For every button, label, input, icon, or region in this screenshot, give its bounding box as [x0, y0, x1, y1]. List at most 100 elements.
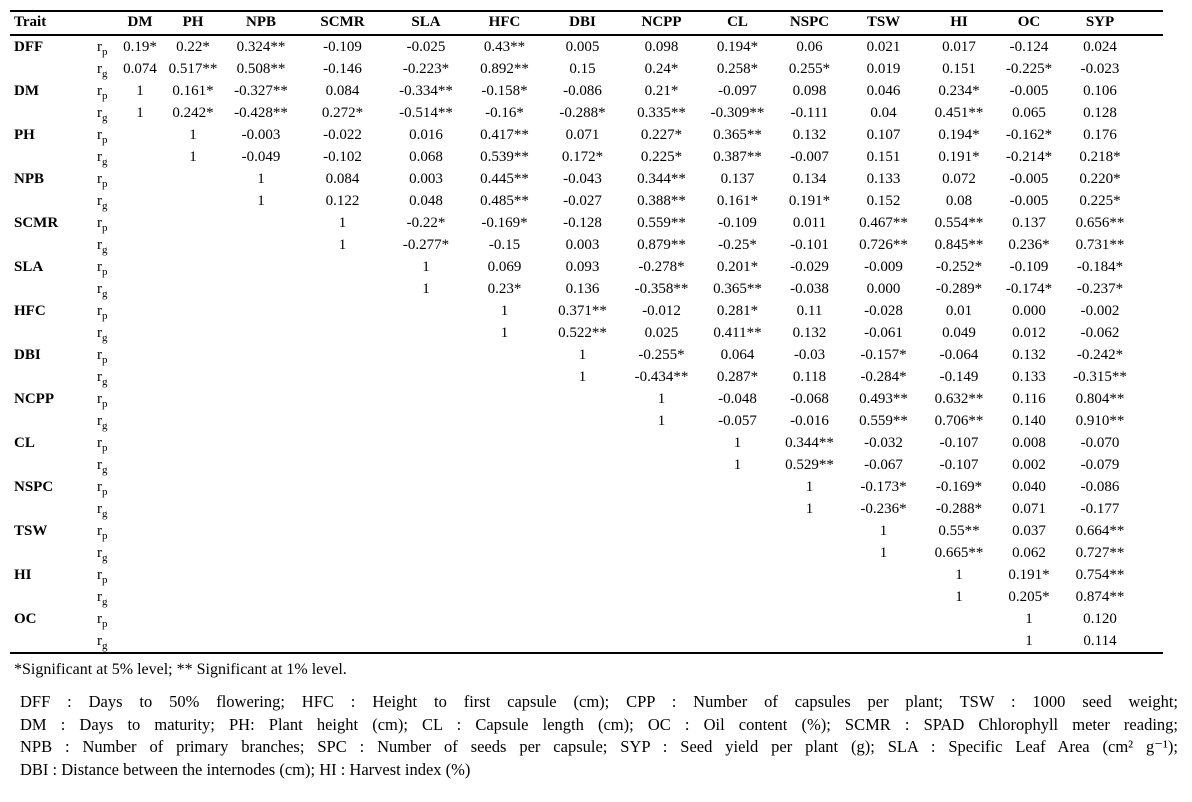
- correlation-value: [466, 608, 543, 630]
- correlation-value: 0.754**: [1075, 567, 1125, 583]
- correlation-table: Trait DM PH NPB SCMR SLA HFC DBI NCPP CL NSPC TSW HI…: [10, 10, 1163, 654]
- correlation-value: 0.140: [1012, 413, 1046, 429]
- correlation-value: -0.109: [1009, 259, 1049, 275]
- correlation-value: -0.315**: [1073, 369, 1127, 385]
- correlation-value: [543, 410, 622, 432]
- correlation-value: 1: [136, 83, 144, 99]
- correlation-value: [117, 498, 163, 520]
- correlation-value: [543, 432, 622, 454]
- correlation-value: -0.012: [642, 303, 681, 319]
- correlation-value: [163, 432, 223, 454]
- correlation-type-subscript: g: [102, 244, 108, 256]
- correlation-value: -0.086: [563, 83, 602, 99]
- correlation-value: [117, 520, 163, 542]
- correlation-value: [622, 564, 701, 586]
- correlation-value: [117, 542, 163, 564]
- table-row: DBI rp 1 -0.255* 0.064 -0.03 -0.157* -0.064 0.13…: [10, 344, 1163, 366]
- table-row: rg 1 0.529** -0.067 -0.107 0.002 -0.079: [10, 454, 1163, 476]
- correlation-value: 0.234*: [938, 83, 980, 99]
- correlation-value: -0.028: [864, 303, 903, 319]
- correlation-value: 0.387**: [713, 149, 762, 165]
- correlation-value: [386, 344, 466, 366]
- correlation-type-subscript: p: [102, 398, 108, 410]
- correlation-value: [117, 608, 163, 630]
- trait-label: PH: [14, 127, 35, 143]
- correlation-value: 1: [1025, 633, 1033, 649]
- correlation-value: 0.23*: [487, 281, 522, 297]
- correlation-type-label: rg: [97, 545, 108, 564]
- correlation-value: [701, 564, 774, 586]
- correlation-value: [299, 498, 386, 520]
- correlation-value: -0.157*: [860, 347, 907, 363]
- correlation-value: -0.277*: [402, 237, 450, 253]
- trait-label: OC: [14, 611, 37, 627]
- correlation-value: 0.106: [1083, 83, 1117, 99]
- correlation-type-label: rp: [97, 523, 108, 542]
- row-spacer-cell: [1138, 454, 1163, 476]
- correlation-value: [622, 630, 701, 653]
- correlation-value: -0.049: [241, 149, 281, 165]
- column-header-syp: SYP: [1085, 14, 1115, 30]
- correlation-value: [299, 608, 386, 630]
- correlation-value: [223, 388, 299, 410]
- correlation-value: [845, 564, 922, 586]
- correlation-value: [386, 410, 466, 432]
- correlation-value: [466, 388, 543, 410]
- correlation-value: [117, 366, 163, 388]
- correlation-value: 1: [805, 501, 814, 517]
- correlation-value: [543, 586, 622, 608]
- correlation-value: [922, 608, 996, 630]
- correlation-value: -0.288*: [559, 105, 606, 121]
- correlation-value: 0.06: [796, 39, 823, 55]
- header-row: Trait DM PH NPB SCMR SLA HFC DBI NCPP CL NSPC TSW HI…: [10, 11, 1163, 35]
- correlation-value: 0.003: [409, 171, 443, 187]
- correlation-value: 0.017: [942, 39, 976, 55]
- correlation-value: 0.664**: [1075, 523, 1125, 539]
- correlation-type-subscript: g: [102, 640, 108, 652]
- correlation-value: 0.137: [1012, 215, 1046, 231]
- table-row: DFF rp 0.19* 0.22* 0.324** -0.109 -0.025 0.43**…: [10, 35, 1163, 58]
- correlation-value: -0.284*: [860, 369, 907, 385]
- correlation-value: 0.025: [644, 325, 679, 341]
- correlation-value: 0.892**: [480, 61, 529, 77]
- correlation-value: 1: [733, 435, 742, 451]
- correlation-value: [543, 520, 622, 542]
- column-header-npb: NPB: [246, 14, 276, 30]
- correlation-value: [117, 212, 163, 234]
- correlation-value: [922, 630, 996, 653]
- correlation-value: -0.022: [323, 127, 362, 143]
- correlation-value: 0.172*: [561, 149, 604, 165]
- correlation-value: -0.057: [718, 413, 757, 429]
- correlation-value: 0.021: [866, 39, 901, 55]
- correlation-value: -0.288*: [935, 501, 983, 517]
- correlation-value: [386, 608, 466, 630]
- correlation-value: [622, 498, 701, 520]
- correlation-value: 0.048: [409, 193, 443, 209]
- row-spacer-cell: [1138, 190, 1163, 212]
- correlation-value: 0.08: [945, 193, 973, 209]
- correlation-value: [117, 234, 163, 256]
- row-spacer-cell: [1138, 300, 1163, 322]
- correlation-value: [117, 410, 163, 432]
- row-spacer-cell: [1138, 168, 1163, 190]
- correlation-value: 0.451**: [934, 105, 984, 121]
- correlation-value: 0.098: [644, 39, 679, 55]
- correlation-type-subscript: g: [102, 508, 108, 520]
- column-header-dbi: DBI: [569, 14, 596, 30]
- column-header-cl: CL: [727, 14, 748, 30]
- table-row: NCPP rp 1 -0.048 -0.068 0.493** 0.632** 0.116 0.…: [10, 388, 1163, 410]
- correlation-value: 0.134: [792, 171, 827, 187]
- correlation-value: 1: [879, 523, 888, 539]
- correlation-type-label: rg: [97, 105, 108, 124]
- row-spacer-cell: [1138, 80, 1163, 102]
- correlation-value: 1: [733, 457, 742, 473]
- correlation-value: 0.019: [866, 61, 901, 77]
- abbreviation-line: DBI : Distance between the internodes (c…: [20, 759, 471, 779]
- row-spacer-cell: [1138, 256, 1163, 278]
- correlation-value: [386, 564, 466, 586]
- correlation-type-label: rp: [97, 611, 108, 630]
- trait-label: NSPC: [14, 479, 54, 495]
- correlation-type-label: rp: [97, 567, 108, 586]
- correlation-value: 0.727**: [1075, 545, 1125, 561]
